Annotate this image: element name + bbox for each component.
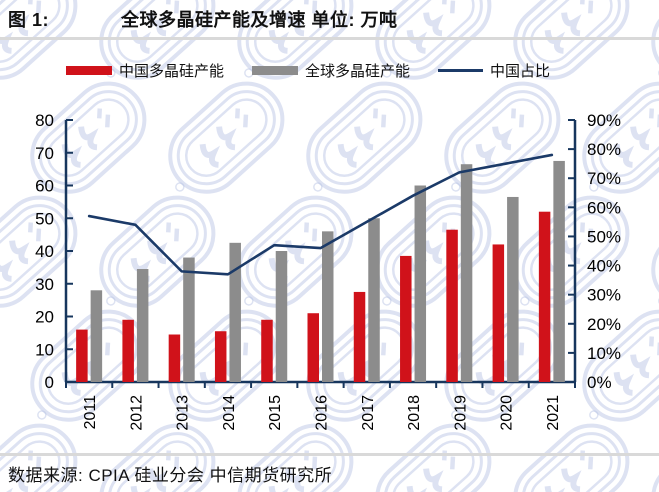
bar-global-2020 xyxy=(507,196,519,382)
legend-label-china-capacity: 中国多晶硅产能 xyxy=(119,63,225,80)
right-axis-tick-label: 80% xyxy=(587,140,621,159)
footer-divider xyxy=(0,453,659,456)
bar-global-2013 xyxy=(183,257,195,382)
bar-global-2015 xyxy=(275,251,288,382)
figure-title: 全球多晶硅产能及增速 单位: 万吨 xyxy=(121,10,398,30)
bar-china-2015 xyxy=(261,319,273,382)
bar-global-2016 xyxy=(322,231,334,382)
legend-item-china-share: 中国占比 xyxy=(438,60,550,81)
x-category-label: 2020 xyxy=(499,395,516,431)
left-axis-tick-label: 10 xyxy=(35,340,54,359)
left-axis-tick-label: 20 xyxy=(35,308,54,327)
bar-china-2021 xyxy=(538,211,551,382)
bar-china-2013 xyxy=(168,334,181,382)
x-category-label: 2012 xyxy=(128,395,145,431)
left-axis-tick-label: 70 xyxy=(35,144,54,163)
x-category-label: 2014 xyxy=(221,395,238,431)
bar-global-2018 xyxy=(414,185,427,382)
chart-legend: 中国多晶硅产能 全球多晶硅产能 中国占比 xyxy=(66,60,649,81)
x-category-label: 2021 xyxy=(545,395,562,431)
left-axis-tick-label: 80 xyxy=(35,111,54,130)
bar-china-2011 xyxy=(76,329,88,382)
bars-global-capacity xyxy=(90,160,565,382)
bar-china-2017 xyxy=(353,291,366,382)
right-axis-tick-label: 40% xyxy=(587,257,621,276)
bar-china-2016 xyxy=(307,313,319,382)
china-share-line xyxy=(87,153,554,276)
x-category-label: 2019 xyxy=(452,395,469,431)
legend-label-global-capacity: 全球多晶硅产能 xyxy=(305,63,411,80)
bar-global-2012 xyxy=(136,269,149,382)
figure-label: 图 1: xyxy=(8,10,50,30)
x-category-label: 2011 xyxy=(82,395,99,430)
bar-global-2019 xyxy=(460,164,473,382)
bars-china-capacity xyxy=(76,211,551,382)
x-category-label: 2013 xyxy=(175,395,192,431)
right-axis-tick-label: 90% xyxy=(587,111,621,130)
left-axis-tick-label: 60 xyxy=(35,177,54,196)
bar-global-2017 xyxy=(368,218,380,382)
right-axis-tick-label: 30% xyxy=(587,286,621,305)
polysilicon-capacity-chart: 0 10 20 30 40 50 60 70 80 0% 10% 20% 30% 40% 50% 60% 70%… xyxy=(35,111,621,431)
bar-global-2011 xyxy=(90,290,103,382)
legend-item-global-capacity: 全球多晶硅产能 xyxy=(252,60,410,81)
legend-swatch-global-capacity xyxy=(252,66,299,75)
left-axis-tick-label: 50 xyxy=(35,209,54,228)
x-category-label: 2018 xyxy=(406,395,423,431)
bar-global-2021 xyxy=(553,160,565,382)
legend-item-china-capacity: 中国多晶硅产能 xyxy=(66,60,224,81)
right-axis-tick-label: 0% xyxy=(587,373,612,392)
right-axis-tick-label: 20% xyxy=(587,315,621,334)
right-axis-tick-label: 60% xyxy=(587,198,621,217)
x-category-label: 2015 xyxy=(267,395,284,431)
legend-label-china-share: 中国占比 xyxy=(490,63,551,80)
header-divider xyxy=(0,37,659,40)
right-axis-tick-label: 70% xyxy=(587,169,621,188)
left-axis-tick-label: 30 xyxy=(35,275,54,294)
bar-china-2019 xyxy=(446,229,458,382)
right-axis-tick-label: 50% xyxy=(587,227,621,246)
figure-header: 图 1: 全球多晶硅产能及增速 单位: 万吨 xyxy=(8,6,651,32)
legend-swatch-china-share-line xyxy=(438,69,484,72)
data-source-text: 数据来源: CPIA 硅业分会 中信期货研究所 xyxy=(8,466,333,485)
x-category-label: 2016 xyxy=(314,395,331,431)
left-axis-tick-label: 40 xyxy=(35,242,54,261)
right-axis-tick-label: 10% xyxy=(587,344,621,363)
x-category-label: 2017 xyxy=(360,395,377,431)
legend-swatch-china-capacity xyxy=(66,66,112,75)
bar-global-2014 xyxy=(229,242,241,382)
bar-china-2018 xyxy=(400,255,412,382)
bar-china-2020 xyxy=(492,244,505,382)
left-axis-tick-label: 0 xyxy=(45,373,54,392)
bar-china-2014 xyxy=(214,331,227,382)
bar-china-2012 xyxy=(122,319,134,382)
